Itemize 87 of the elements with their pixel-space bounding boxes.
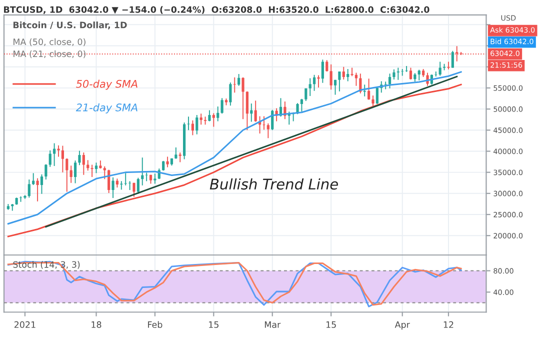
- candlestick: [94, 162, 98, 174]
- candlestick: [70, 165, 72, 184]
- candlestick: [254, 100, 257, 122]
- candlestick: [61, 145, 64, 173]
- candlestick: [246, 90, 249, 131]
- candlestick: [36, 178, 39, 202]
- candlestick: [200, 113, 202, 126]
- candlestick: [78, 150, 81, 166]
- candlestick: [74, 160, 77, 184]
- candlestick: [145, 172, 148, 182]
- candlestick: [19, 196, 22, 202]
- candlestick: [191, 120, 194, 136]
- candlestick: [338, 71, 341, 92]
- candlestick: [409, 67, 412, 80]
- annotation: MA (50, close, 0): [14, 38, 86, 46]
- candlestick: [418, 69, 420, 81]
- candlestick: [300, 98, 304, 112]
- candlestick: [396, 67, 400, 80]
- candlestick: [66, 158, 68, 192]
- candlestick: [312, 74, 316, 92]
- x-tick-label: 15: [209, 321, 218, 328]
- candlestick: [220, 98, 224, 114]
- candlestick: [262, 116, 266, 130]
- candlestick: [120, 180, 123, 190]
- candlestick: [438, 61, 442, 76]
- candlestick: [82, 152, 85, 176]
- candlestick: [162, 160, 165, 172]
- annotation: MA (21, close, 0): [14, 50, 86, 58]
- candlestick: [90, 164, 94, 178]
- candlestick: [451, 50, 454, 68]
- candlestick: [53, 142, 56, 166]
- candlestick: [238, 74, 240, 86]
- x-tick-label: 15: [326, 321, 336, 328]
- candlestick: [132, 182, 136, 198]
- candlestick: [204, 116, 207, 126]
- candlestick: [128, 180, 132, 191]
- candlestick: [346, 68, 350, 82]
- candlestick: [334, 79, 337, 96]
- candlestick: [342, 66, 345, 80]
- candlestick: [401, 68, 404, 76]
- candlestick: [178, 152, 182, 163]
- candlestick: [321, 59, 324, 84]
- candlestick: [141, 157, 144, 186]
- x-tick-label: Mar: [264, 321, 281, 328]
- candlestick: [44, 164, 48, 180]
- chart-title: BTCUSD, 1D 63042.0 ▼ −154.0 (−0.24%) O:63208.0 H:63520.0 L:62800.0 C:63042.0: [4, 6, 430, 14]
- x-tick-label: 2021: [14, 321, 36, 328]
- candlestick: [368, 78, 370, 100]
- candlestick: [40, 174, 44, 194]
- x-tick-label: 12: [444, 321, 454, 328]
- candlestick: [212, 112, 215, 128]
- candlestick: [154, 173, 156, 184]
- candlestick: [86, 160, 90, 172]
- candlestick: [136, 177, 140, 194]
- candlestick: [208, 110, 211, 122]
- x-tick-label: Feb: [148, 321, 162, 328]
- candlestick: [28, 179, 30, 198]
- candlestick: [405, 66, 408, 72]
- candlestick: [271, 109, 274, 131]
- candlestick: [242, 76, 244, 120]
- candlestick: [229, 82, 232, 106]
- legend-label: 21-day SMA: [76, 103, 138, 114]
- candlestick: [388, 73, 392, 89]
- candlestick: [350, 67, 354, 77]
- candlestick: [376, 87, 378, 104]
- candlestick: [48, 150, 52, 168]
- candlestick: [174, 146, 178, 160]
- candlestick: [317, 74, 320, 88]
- candlestick: [330, 64, 332, 90]
- candlestick: [57, 144, 60, 158]
- candlestick: [166, 156, 169, 168]
- candlestick: [112, 176, 114, 199]
- x-tick-label: 18: [92, 321, 102, 328]
- candlestick: [304, 88, 308, 102]
- candlestick: [196, 114, 198, 135]
- legend-label: 50-day SMA: [76, 80, 138, 90]
- candlestick: [216, 106, 220, 122]
- candlestick: [233, 76, 236, 94]
- annotation: Bullish Trend Line: [210, 178, 338, 190]
- candlestick: [266, 122, 270, 139]
- candlestick: [434, 71, 438, 78]
- candlestick: [103, 166, 106, 180]
- candlestick: [326, 60, 328, 72]
- text: Bitcoin / U.S. Dollar, 1D: [13, 22, 127, 30]
- x-tick-label: Apr: [394, 321, 410, 330]
- candlestick: [392, 68, 396, 80]
- candlestick: [308, 78, 312, 96]
